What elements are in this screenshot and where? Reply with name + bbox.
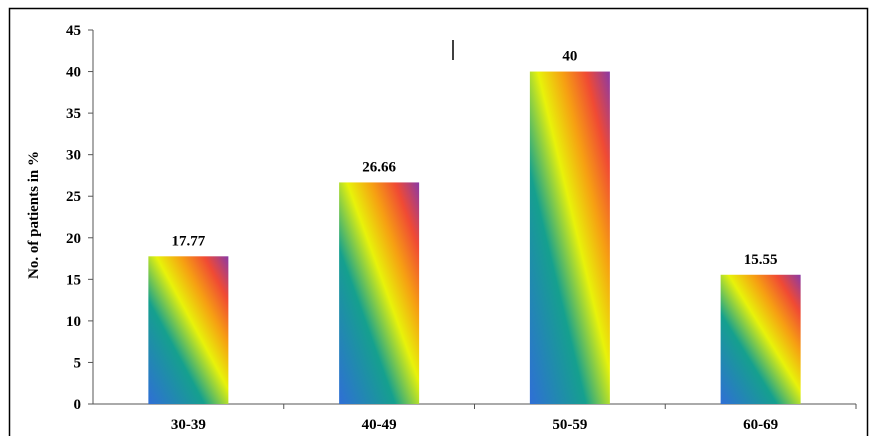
x-category-label: 60-69 <box>743 417 778 433</box>
labels: 17.77 30-39 26.66 40-49 40 50-59 15.55 60-69 <box>171 49 778 433</box>
bar-60-69 <box>720 274 801 404</box>
chart-border <box>8 7 869 441</box>
y-tick-label: 45 <box>66 23 81 39</box>
y-tick-label: 20 <box>66 231 81 247</box>
data-label-50-59: 40 <box>562 49 577 65</box>
data-label-30-39: 17.77 <box>172 233 206 249</box>
bar-30-39 <box>148 256 229 404</box>
data-label-60-69: 15.55 <box>744 252 778 268</box>
y-tick-label: 0 <box>74 397 82 413</box>
y-tick-label: 40 <box>66 65 81 81</box>
y-tick-label: 35 <box>66 106 81 122</box>
bar-50-59 <box>529 71 610 405</box>
x-category-label: 50-59 <box>552 417 587 433</box>
x-category-label: 30-39 <box>171 417 206 433</box>
x-category-label: 40-49 <box>362 417 397 433</box>
bar-40-49 <box>339 182 420 404</box>
y-axis-title: No. of patients in % <box>26 151 42 279</box>
y-tick-label: 10 <box>66 314 81 330</box>
bars <box>148 71 801 405</box>
y-tick-label: 25 <box>66 189 81 205</box>
y-tick-label: 30 <box>66 148 81 164</box>
y-tick-label: 5 <box>74 355 82 371</box>
data-label-40-49: 26.66 <box>362 159 396 175</box>
y-tick-label: 15 <box>66 272 81 288</box>
